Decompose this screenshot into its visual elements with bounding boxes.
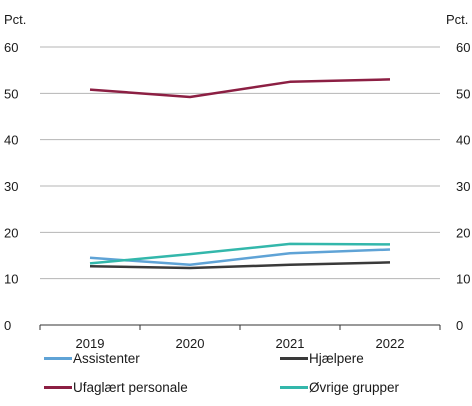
legend-item-assistenter: Assistenter: [44, 348, 140, 368]
y-tick-left-30: 30: [4, 179, 18, 194]
y-tick-right-0: 0: [456, 318, 463, 333]
y-tick-right-30: 30: [456, 179, 470, 194]
legend-swatch-assistenter: [44, 356, 72, 360]
legend-item-oevrige: Øvrige grupper: [280, 377, 399, 397]
y-axis-unit-right: Pct.: [446, 12, 468, 27]
y-tick-right-20: 20: [456, 225, 470, 240]
legend-label-ufaglaert: Ufaglært personale: [73, 379, 188, 395]
y-tick-left-40: 40: [4, 133, 18, 148]
legend-label-oevrige: Øvrige grupper: [309, 379, 400, 395]
x-tick-label-2021: 2021: [276, 336, 305, 351]
legend-swatch-hjaelpere: [280, 356, 308, 360]
series-line-ufagl-rt-personale: [89, 78, 391, 99]
y-tick-left-50: 50: [4, 86, 18, 101]
series-lines: [89, 78, 391, 270]
y-tick-left-0: 0: [4, 318, 11, 333]
series-line--vrige-grupper: [89, 242, 391, 265]
y-tick-right-50: 50: [456, 86, 470, 101]
y-tick-right-10: 10: [456, 272, 470, 287]
series-line-assistenter: [89, 248, 391, 267]
legend-swatch-ufaglaert: [44, 385, 72, 389]
x-tick-label-2022: 2022: [376, 336, 405, 351]
legend-label-assistenter: Assistenter: [73, 350, 140, 366]
series-line-hj-lpere: [89, 261, 391, 270]
y-tick-right-60: 60: [456, 40, 470, 55]
gridlines: [40, 46, 440, 280]
y-tick-left-60: 60: [4, 40, 18, 55]
x-tick-label-2019: 2019: [76, 336, 105, 351]
axes: [39, 324, 441, 330]
legend-label-hjaelpere: Hjælpere: [309, 350, 364, 366]
legend-swatch-oevrige: [280, 385, 308, 389]
y-tick-left-20: 20: [4, 225, 18, 240]
legend-item-ufaglaert: Ufaglært personale: [44, 377, 188, 397]
legend: Assistenter Hjælpere Ufaglært personale …: [44, 348, 444, 406]
y-tick-left-10: 10: [4, 272, 18, 287]
x-tick-label-2020: 2020: [176, 336, 205, 351]
y-tick-right-40: 40: [456, 133, 470, 148]
y-axis-unit-left: Pct.: [4, 12, 26, 27]
legend-item-hjaelpere: Hjælpere: [280, 348, 364, 368]
